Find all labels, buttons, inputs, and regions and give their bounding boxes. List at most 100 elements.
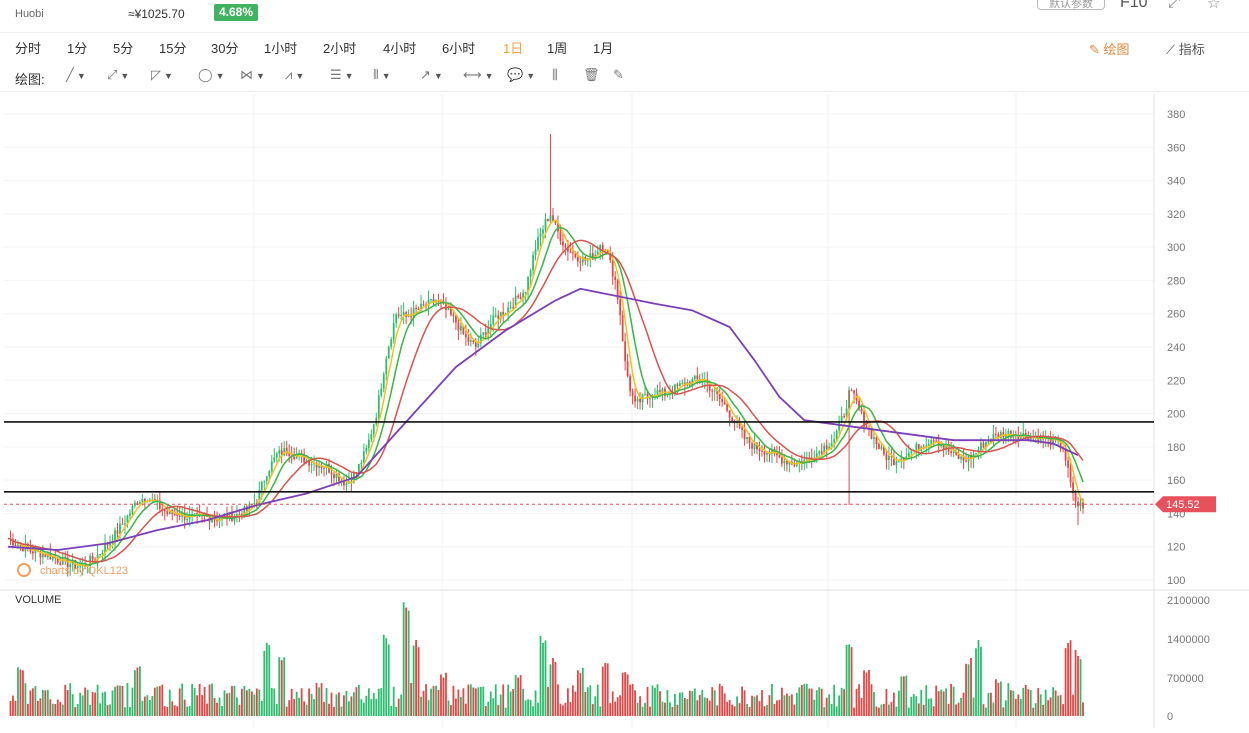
volume-bar <box>1082 702 1084 716</box>
candle-body <box>858 400 860 409</box>
chevron-down-icon[interactable]: ▼ <box>526 71 536 81</box>
chevron-down-icon[interactable]: ▼ <box>295 71 305 81</box>
tab-timeframe[interactable]: 6小时 <box>442 41 476 56</box>
drawing-toolbar: 绘图: ╱ ▼ ⤢ ▼ ◸ ▼ ◯ ▼ ⋈ ▼ ⩘ ▼ ☰ ▼ ⦀ ▼ ↗ ▼ ⟷ ▼ 💬 ▼ ⫼ 🗑 ✎ <box>0 63 1249 92</box>
candle-body <box>574 253 577 258</box>
chevron-down-icon[interactable]: ▼ <box>484 71 494 81</box>
volume-bar <box>676 704 679 716</box>
arrow-tool[interactable]: ↗ ▼ <box>420 67 443 85</box>
tab-timeframe[interactable]: 1日 <box>503 41 524 56</box>
volume-bar <box>1012 690 1015 716</box>
fib-tool[interactable]: ☰ ▼ <box>330 67 354 85</box>
volume-bar <box>557 684 559 716</box>
volume-bar <box>405 607 408 716</box>
candle-body <box>340 480 343 482</box>
price-tick-label: 200 <box>1167 409 1185 421</box>
volume-bar <box>477 687 480 716</box>
volume-bar <box>975 648 977 716</box>
volume-bar <box>116 685 119 716</box>
tab-timeframe[interactable]: 5分 <box>113 41 134 56</box>
candlestick-chart[interactable]: 3803603403203002802602402202001801601401… <box>0 94 1249 728</box>
volume-bar <box>479 687 482 716</box>
volume-bar <box>228 692 231 716</box>
chevron-down-icon[interactable]: ▼ <box>256 71 265 81</box>
candle-body <box>484 332 487 335</box>
comment-tool[interactable]: 💬 ▼ <box>507 67 535 85</box>
volume-bar <box>688 690 691 716</box>
indicator-button[interactable]: ⟋ 指标 <box>1166 39 1205 58</box>
candle-body <box>631 391 634 396</box>
ma60-line <box>7 287 1079 551</box>
volume-bar <box>878 707 880 716</box>
price-tick-label: 220 <box>1167 375 1185 387</box>
brush-tool[interactable]: ✎ <box>613 67 624 85</box>
volume-bar <box>813 699 816 716</box>
volume-bar <box>352 692 355 716</box>
volume-bar <box>728 699 731 716</box>
candle-body <box>999 432 1002 439</box>
volume-bar <box>681 692 684 716</box>
fullscreen-icon[interactable]: ⤢ <box>1168 0 1181 11</box>
volume-bar <box>417 647 420 716</box>
chevron-down-icon[interactable]: ▼ <box>76 71 86 81</box>
candle-body <box>1067 460 1069 468</box>
shape-tool[interactable]: ◯ ▼ <box>198 67 224 85</box>
wave-tool[interactable]: ⩘ ▼ <box>285 67 304 85</box>
volume-bar <box>1059 695 1062 716</box>
tab-timeframe[interactable]: 1小时 <box>264 41 298 56</box>
chevron-down-icon[interactable]: ▼ <box>433 71 443 81</box>
volume-bar <box>231 686 233 716</box>
candle-body <box>606 250 609 254</box>
volume-bar <box>776 700 778 716</box>
candle-body <box>738 421 741 428</box>
candle-body <box>741 427 743 431</box>
tab-timeframe[interactable]: 分时 <box>15 41 42 56</box>
chevron-down-icon[interactable]: ▼ <box>164 71 173 81</box>
ray-tool[interactable]: ⤢ ▼ <box>107 67 129 85</box>
volume-bar <box>61 704 64 716</box>
volume-bar <box>815 690 818 716</box>
line-tool[interactable]: ╱ ▼ <box>66 67 86 85</box>
volume-bar <box>218 697 221 716</box>
drawing-toolbar-label: 绘图: <box>15 72 45 87</box>
tab-timeframe[interactable]: 1分 <box>67 41 88 56</box>
candle-body <box>14 545 17 547</box>
chevron-down-icon[interactable]: ▼ <box>215 71 225 81</box>
volume-bar <box>524 700 527 716</box>
volume-bar <box>46 689 49 716</box>
tab-timeframe[interactable]: 2小时 <box>323 41 357 56</box>
default-params-button[interactable]: 默认参数 <box>1037 0 1105 10</box>
candle-body <box>129 513 131 516</box>
chevron-down-icon[interactable]: ▼ <box>381 71 391 81</box>
pattern-tool[interactable]: ⋈ ▼ <box>240 67 265 85</box>
candle-body <box>554 221 557 224</box>
chart-area[interactable]: 380 360 340 320 300 280 260 240 220 200 180 160 140 1… <box>0 94 1249 728</box>
volume-bar <box>206 703 208 716</box>
channel-tool[interactable]: ◸ ▼ <box>151 67 173 85</box>
tab-timeframe[interactable]: 15分 <box>159 41 187 56</box>
volume-bar <box>706 698 709 716</box>
gann-tool[interactable]: ⦀ ▼ <box>373 67 391 85</box>
candle-body <box>238 514 241 516</box>
candle-body <box>611 260 614 277</box>
trash-tool[interactable]: 🗑 <box>583 67 600 85</box>
volume-bar <box>686 699 689 716</box>
volume-bar <box>213 697 216 716</box>
tab-timeframe[interactable]: 1月 <box>593 41 614 56</box>
tab-timeframe[interactable]: 30分 <box>211 41 239 56</box>
candle-body <box>375 417 378 425</box>
draw-button[interactable]: ✎ 绘图 <box>1089 39 1130 58</box>
chevron-down-icon[interactable]: ▼ <box>344 71 354 81</box>
volume-bar <box>442 677 445 716</box>
star-icon[interactable]: ☆ <box>1207 0 1221 12</box>
candle-body <box>960 456 962 460</box>
chevron-down-icon[interactable]: ▼ <box>120 71 130 81</box>
candle-body <box>995 434 997 436</box>
candle-body <box>96 554 99 560</box>
tab-timeframe[interactable]: 1周 <box>547 41 568 56</box>
measure-tool[interactable]: ⟷ ▼ <box>463 67 494 85</box>
candle-tool[interactable]: ⫼ <box>552 67 558 85</box>
tab-timeframe[interactable]: 4小时 <box>383 41 417 56</box>
volume-bar <box>273 688 276 716</box>
f10-button[interactable]: F10 <box>1120 0 1148 11</box>
